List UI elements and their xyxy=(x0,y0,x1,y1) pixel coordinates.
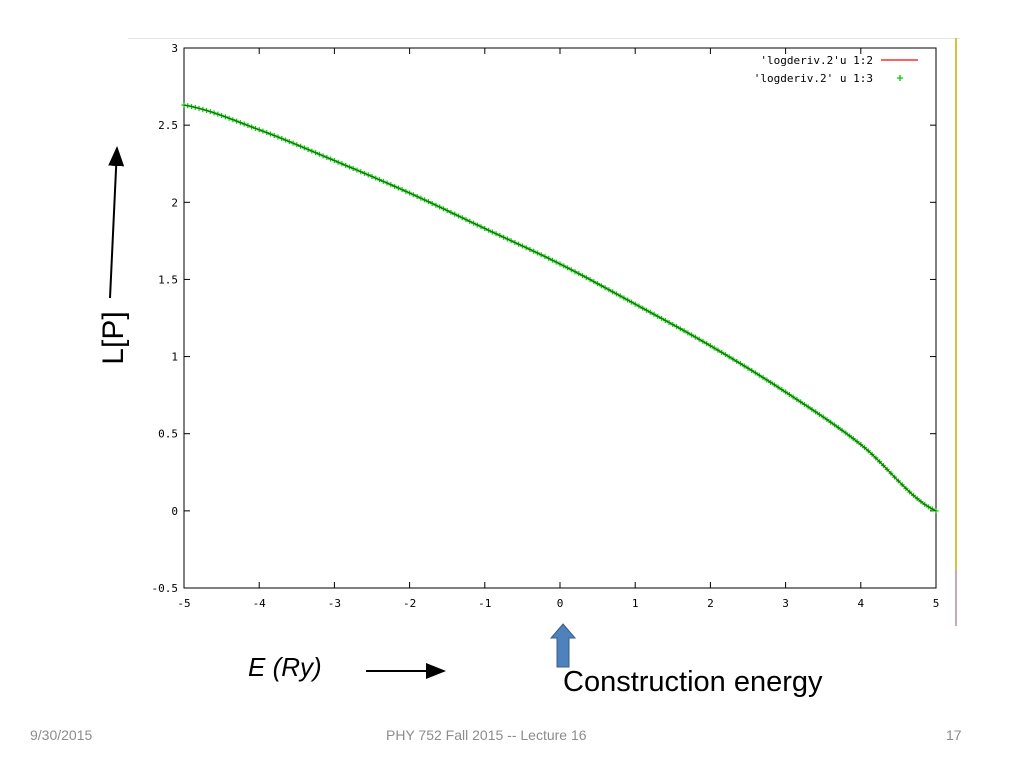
construction-energy-label: Construction energy xyxy=(563,666,823,698)
x-tick-label: -4 xyxy=(253,597,267,610)
y-tick-label: 2 xyxy=(171,196,178,209)
x-tick-label: 3 xyxy=(782,597,789,610)
x-tick-label: 2 xyxy=(707,597,714,610)
chart-svg: -5 -4 -3 -2 -1 0 1 2 3 4 5 3 2.5 2 1.5 1 0.5 0 -0.5 'logder… xyxy=(128,38,960,626)
y-tick-label: 2.5 xyxy=(158,119,178,132)
x-tick-label: -5 xyxy=(177,597,190,610)
y-tick-label: -0.5 xyxy=(152,582,179,595)
legend-swatch-2 xyxy=(897,75,903,81)
plot-frame: -5 -4 -3 -2 -1 0 1 2 3 4 5 3 2.5 2 1.5 1 0.5 0 -0.5 'logder… xyxy=(128,38,960,626)
footer-date: 9/30/2015 xyxy=(30,727,93,743)
series-core-line xyxy=(183,104,937,512)
x-tick-label: -3 xyxy=(328,597,341,610)
x-tick-label: 5 xyxy=(933,597,940,610)
footer-page-number: 17 xyxy=(946,727,962,743)
y-tick-label: 3 xyxy=(171,42,178,55)
x-tick-label: -1 xyxy=(478,597,491,610)
y-direction-arrow xyxy=(108,146,125,299)
y-tick-label: 0 xyxy=(171,505,178,518)
x-tick-label: 4 xyxy=(857,597,864,610)
legend-label-2: 'logderiv.2' u 1:3 xyxy=(754,72,873,85)
x-tick-label: 0 xyxy=(557,597,564,610)
y-tick-label: 1 xyxy=(171,351,178,364)
x-tick-label: 1 xyxy=(632,597,639,610)
y-tick-label: 1.5 xyxy=(158,273,178,286)
legend-label-1: 'logderiv.2'u 1:2 xyxy=(760,54,873,67)
construction-energy-arrow-icon xyxy=(549,623,577,668)
footer-title: PHY 752 Fall 2015 -- Lecture 16 xyxy=(386,727,587,743)
y-tick-label: 0.5 xyxy=(158,428,178,441)
x-axis-label: E (Ry) xyxy=(248,652,322,682)
x-tick-label: -2 xyxy=(403,597,416,610)
